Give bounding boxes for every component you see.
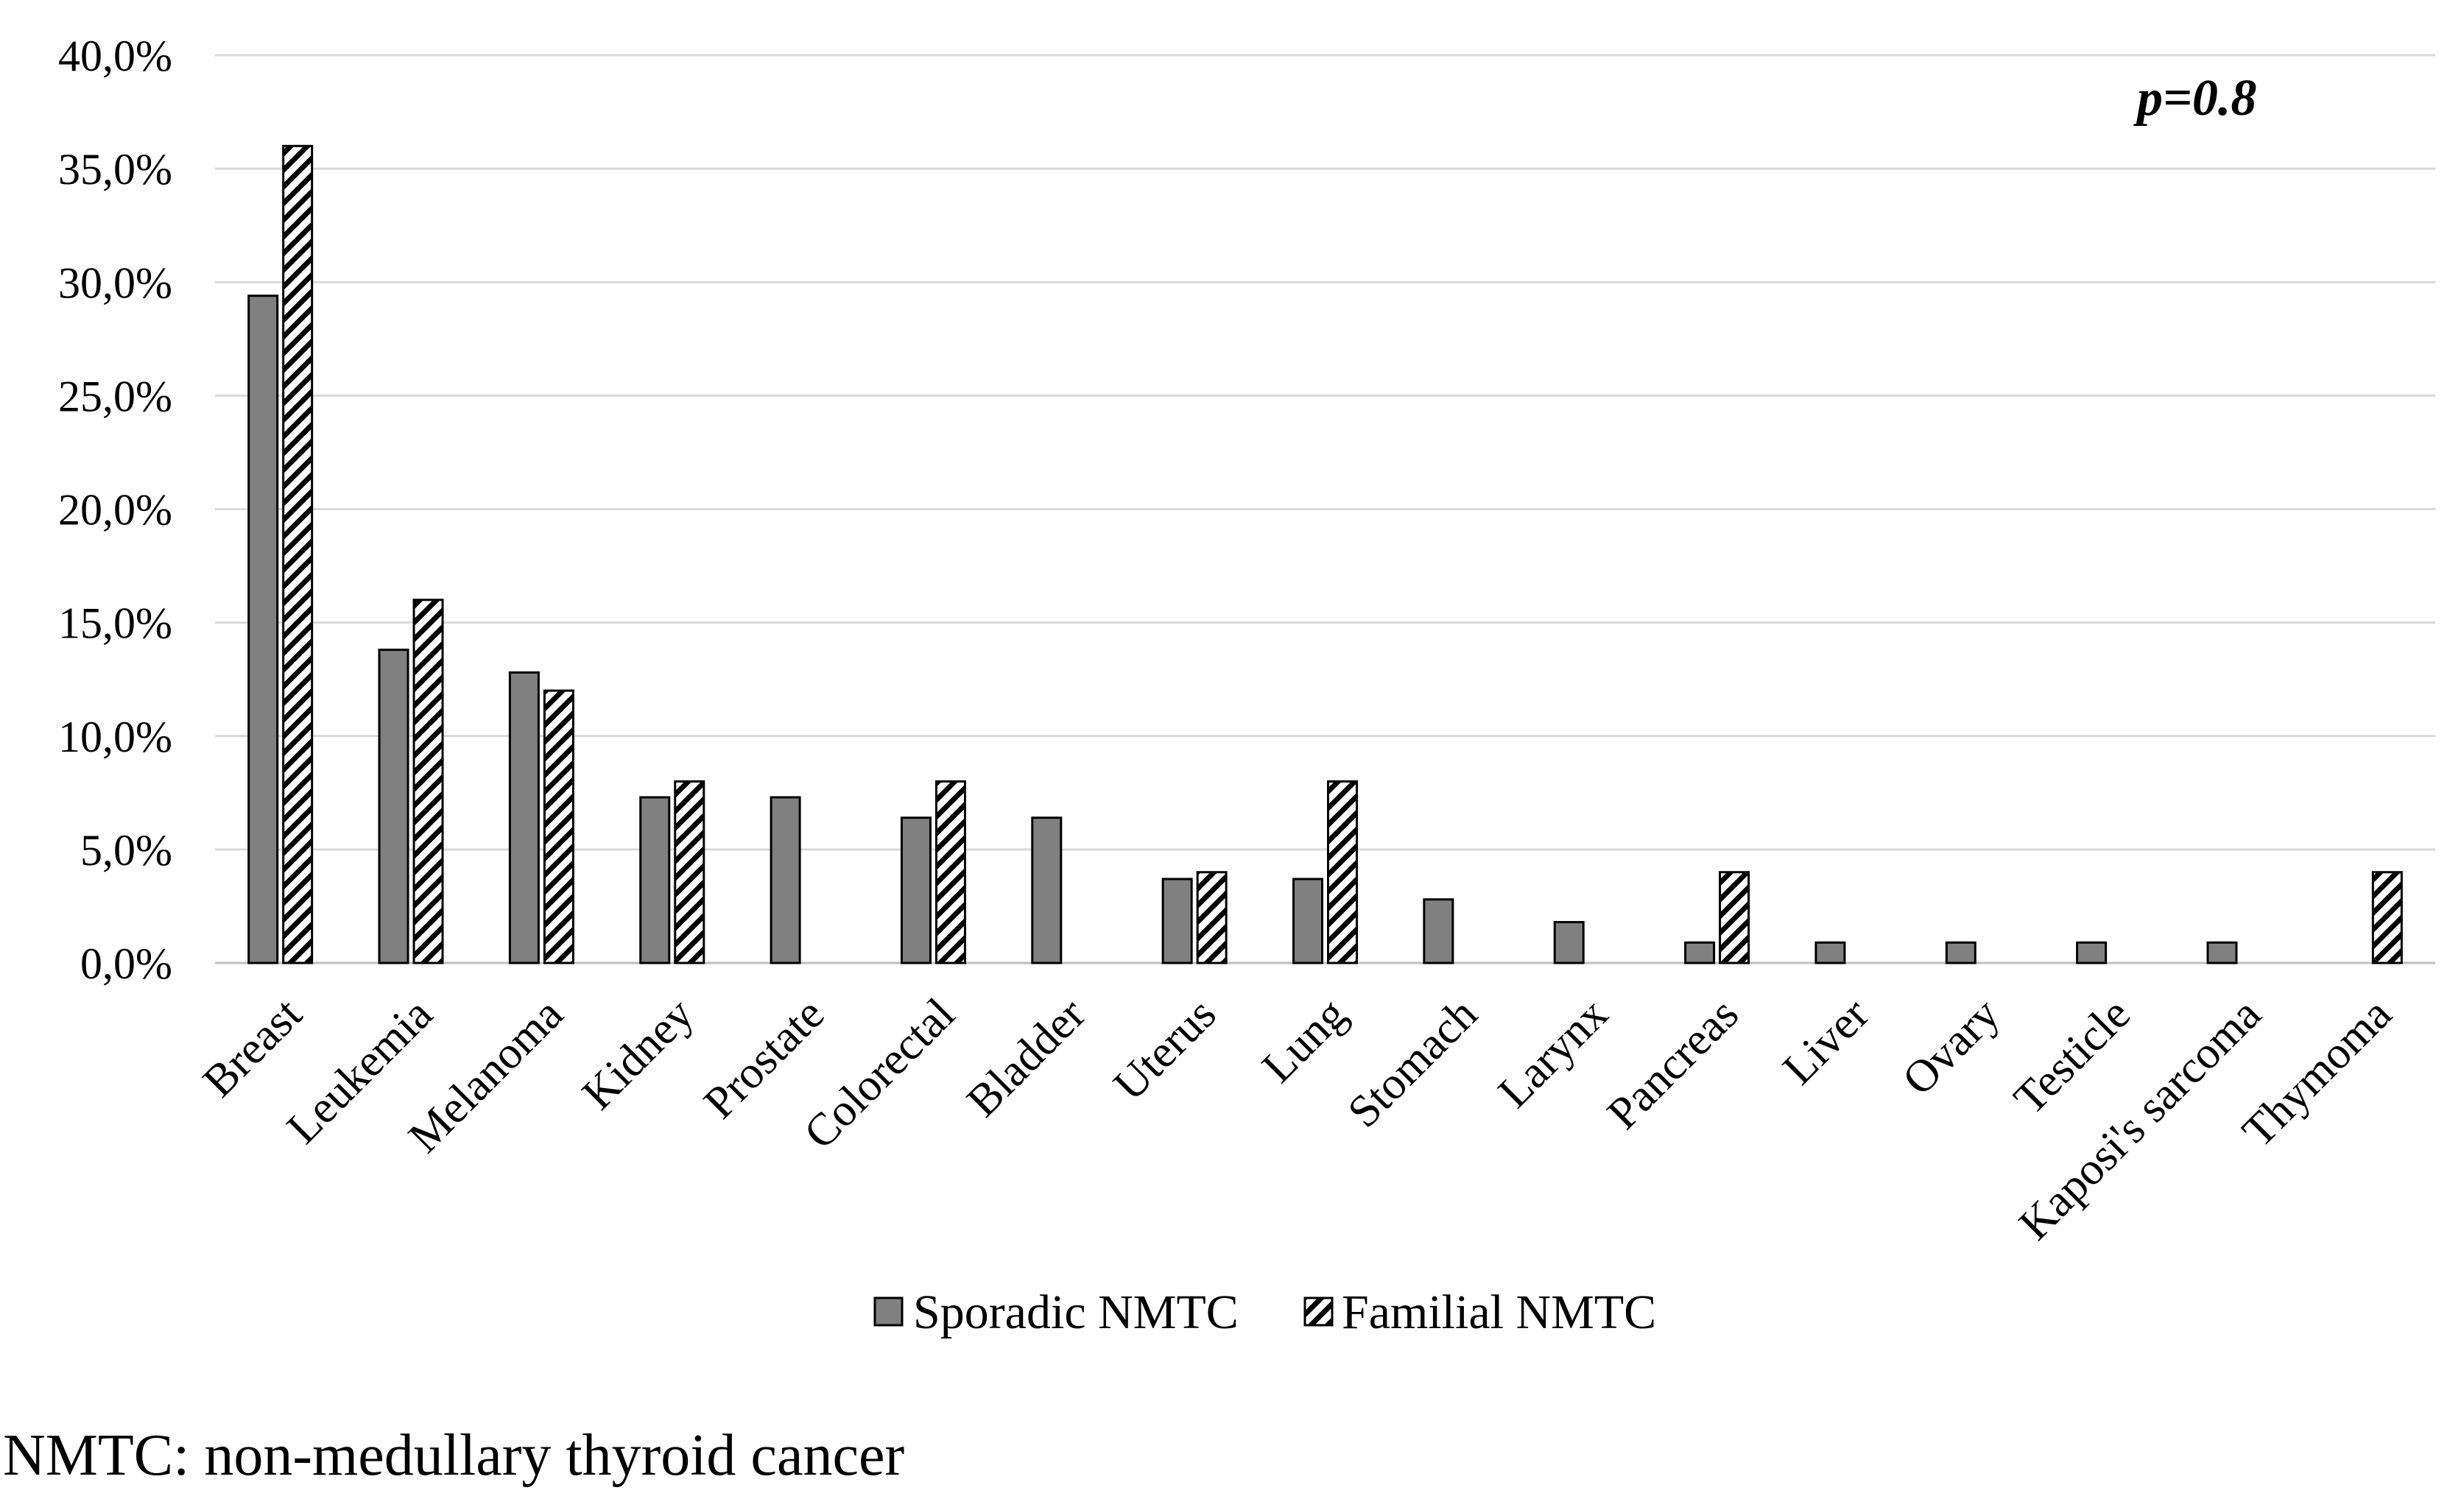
x-tick-label-ovary: Ovary	[1893, 989, 2010, 1105]
x-tick-label-larynx: Larynx	[1489, 989, 1618, 1118]
y-tick-label: 5,0%	[80, 826, 172, 875]
bar-sporadic-bladder	[1031, 816, 1063, 964]
y-tick-label: 0,0%	[80, 939, 172, 988]
bar-sporadic-kaposi-s-sarcoma	[2206, 941, 2238, 964]
x-tick-label-liver: Liver	[1773, 989, 1879, 1094]
bar-sporadic-kidney	[639, 796, 671, 964]
gridlines	[215, 54, 2435, 964]
bar-sporadic-stomach	[1423, 898, 1454, 964]
y-tick-label: 30,0%	[58, 258, 172, 307]
bar-familial-uterus	[1196, 871, 1228, 964]
bar-sporadic-testicle	[2076, 941, 2108, 964]
y-tick-label: 40,0%	[58, 32, 172, 80]
bar-sporadic-pancreas	[1684, 941, 1716, 964]
bar-sporadic-ovary	[1945, 941, 1977, 964]
legend: Sporadic NMTC Familial NMTC	[873, 1285, 1656, 1339]
legend-swatch-sporadic	[873, 1296, 904, 1327]
y-tick-label: 35,0%	[58, 145, 172, 194]
x-tick-label-pancreas: Pancreas	[1598, 989, 1748, 1139]
x-tick-label-kidney: Kidney	[573, 989, 703, 1119]
bar-familial-lung	[1327, 780, 1358, 964]
x-tick-label-breast: Breast	[194, 989, 311, 1107]
bar-familial-thymoma	[2371, 871, 2403, 964]
bar-familial-kidney	[674, 780, 705, 964]
legend-label-sporadic: Sporadic NMTC	[913, 1285, 1239, 1339]
p-value-annotation: p=0.8	[2133, 70, 2256, 127]
bar-familial-leukemia	[412, 599, 444, 964]
bar-sporadic-liver	[1814, 941, 1846, 964]
y-tick-label: 25,0%	[58, 372, 172, 420]
legend-swatch-familial	[1303, 1296, 1334, 1327]
footnote: NMTC: non-medullary thyroid cancer	[3, 1423, 904, 1488]
x-tick-label-bladder: Bladder	[957, 989, 1095, 1126]
x-tick-label-stomach: Stomach	[1339, 989, 1488, 1137]
bar-familial-melanoma	[543, 689, 574, 964]
bar-sporadic-breast	[247, 294, 279, 964]
y-axis-tick-labels: 0,0% 5,0% 10,0% 15,0% 20,0% 25,0% 30,0% 35,0% 40…	[58, 32, 172, 988]
bar-sporadic-leukemia	[378, 649, 409, 964]
x-tick-label-kaposi-s-sarcoma: Kaposi's sarcoma	[2010, 989, 2270, 1249]
bar-familial-pancreas	[1719, 871, 1750, 964]
y-tick-label: 20,0%	[58, 486, 172, 534]
bars	[247, 144, 2403, 964]
bar-sporadic-uterus	[1161, 878, 1193, 964]
bar-familial-colorectal	[934, 780, 966, 964]
bar-sporadic-prostate	[770, 796, 801, 964]
bar-sporadic-lung	[1292, 878, 1323, 964]
bar-familial-breast	[282, 144, 314, 964]
y-tick-label: 15,0%	[58, 599, 172, 648]
x-tick-label-uterus: Uterus	[1104, 989, 1225, 1110]
x-tick-label-lung: Lung	[1253, 989, 1356, 1093]
bar-sporadic-colorectal	[900, 816, 932, 964]
legend-label-familial: Familial NMTC	[1342, 1285, 1656, 1339]
bar-sporadic-melanoma	[508, 671, 540, 964]
y-tick-label: 10,0%	[58, 713, 172, 761]
bar-sporadic-larynx	[1553, 921, 1585, 964]
